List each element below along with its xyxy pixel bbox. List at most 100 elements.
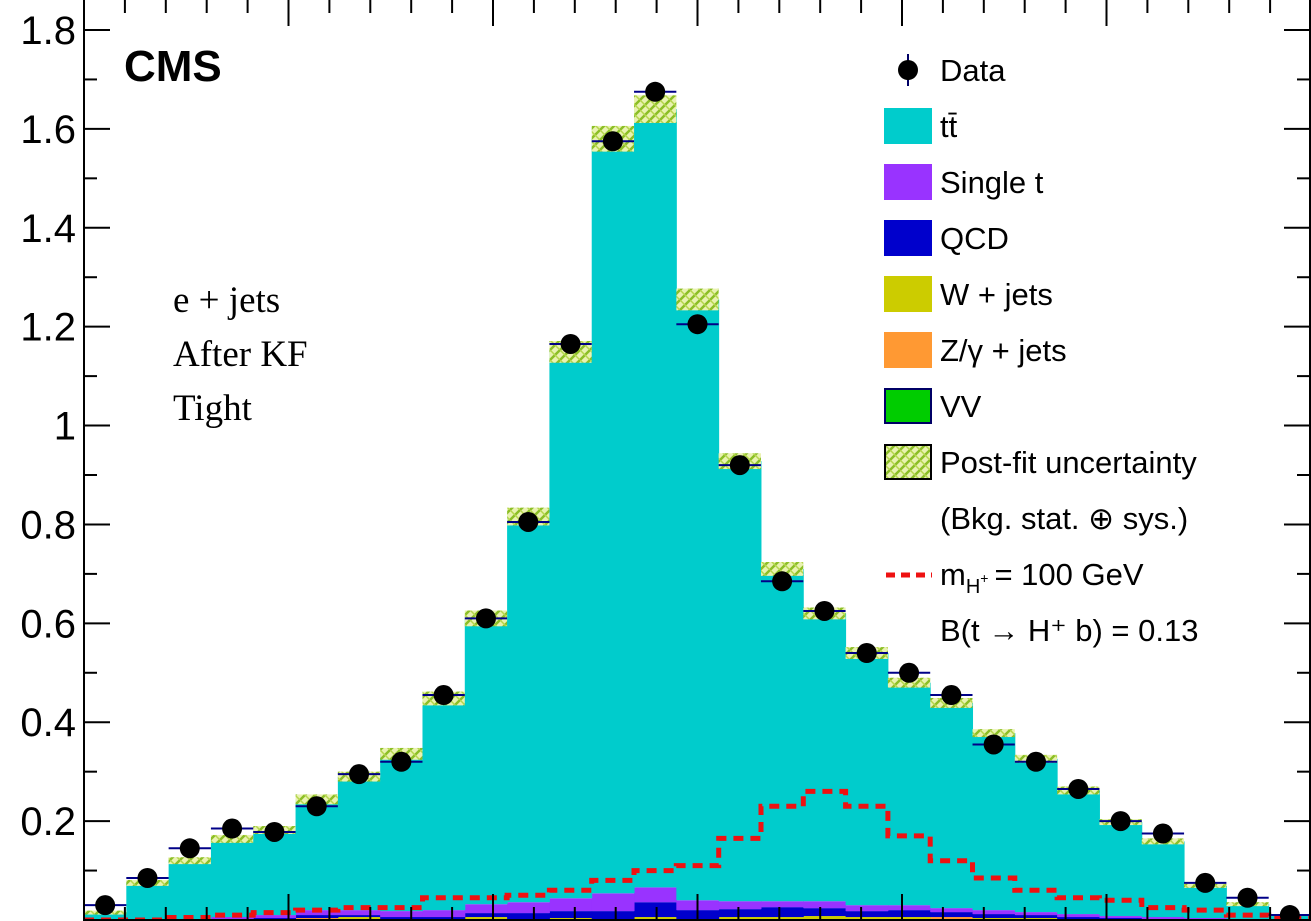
bar-tt--18 bbox=[845, 653, 889, 906]
legend-label-wjets: W + jets bbox=[940, 277, 1053, 312]
bar-qcd-23 bbox=[1057, 917, 1100, 920]
legend-label-signal-mass: mH+ = 100 GeV bbox=[940, 557, 1144, 598]
data-point-18 bbox=[856, 643, 877, 663]
bar-tt--23 bbox=[1057, 790, 1100, 915]
legend-swatch-ttbar bbox=[884, 108, 932, 144]
bar-qcd-12 bbox=[591, 911, 635, 920]
annotation-channel: e + jets bbox=[173, 280, 280, 321]
bar-w-jets-6 bbox=[337, 917, 381, 920]
bar-tt--17 bbox=[803, 613, 847, 902]
bar-qcd-16 bbox=[760, 907, 804, 918]
bar-qcd-10 bbox=[507, 913, 550, 920]
signal-line bbox=[84, 788, 1311, 921]
bar-tt--20 bbox=[930, 702, 974, 909]
bar-w-jets-16 bbox=[760, 917, 804, 920]
data-point-0 bbox=[95, 895, 116, 916]
bar-qcd-20 bbox=[930, 912, 974, 918]
data-point-5 bbox=[306, 796, 327, 817]
bar-tt--3 bbox=[210, 838, 254, 918]
legend-swatch-zjets bbox=[884, 332, 932, 368]
data-point-25 bbox=[1152, 823, 1173, 844]
bar-tt--5 bbox=[295, 799, 339, 911]
bar-qcd-9 bbox=[464, 913, 508, 918]
bar-single-t-7 bbox=[380, 911, 423, 918]
y-tick-label-1: 0.4 bbox=[20, 701, 76, 745]
bar-tt--13 bbox=[634, 109, 677, 888]
bar-z-jets-20 bbox=[930, 917, 974, 920]
legend-data-marker bbox=[898, 60, 918, 80]
data-point-28 bbox=[1279, 905, 1300, 921]
bar-w-jets-18 bbox=[845, 917, 889, 920]
bar-qcd-7 bbox=[380, 917, 423, 920]
bar-tt--11 bbox=[549, 351, 593, 899]
y-tick-label-7: 1.6 bbox=[20, 108, 76, 152]
bar-tt--2 bbox=[168, 860, 212, 920]
bar-tt--4 bbox=[253, 830, 297, 916]
data-point-10 bbox=[518, 511, 539, 532]
bar-single-t-23 bbox=[1057, 914, 1100, 918]
data-point-2 bbox=[179, 838, 200, 859]
y-tick-label-5: 1.2 bbox=[20, 306, 76, 350]
y-tick-label-3: 0.8 bbox=[20, 503, 76, 547]
legend-label-ttbar: tt̄ bbox=[940, 109, 958, 144]
bar-qcd-5 bbox=[295, 915, 339, 919]
data-point-14 bbox=[687, 314, 708, 335]
legend-label-data: Data bbox=[940, 53, 1006, 88]
bar-tt--21 bbox=[972, 733, 1016, 911]
bar-w-jets-17 bbox=[803, 916, 847, 920]
bar-tt--22 bbox=[1014, 758, 1058, 913]
y-tick-label-4: 1 bbox=[54, 405, 76, 449]
bar-tt--9 bbox=[464, 618, 508, 905]
bar-single-t-24 bbox=[1099, 916, 1143, 919]
data-point-26 bbox=[1195, 872, 1216, 893]
data-point-17 bbox=[814, 600, 835, 621]
legend: Data tt̄ Single t QCD W + jets Z/γ + jet… bbox=[884, 53, 1198, 648]
legend-swatch-qcd bbox=[884, 220, 932, 256]
bar-single-t-12 bbox=[591, 893, 635, 912]
bar-single-t-9 bbox=[464, 904, 508, 914]
data-point-24 bbox=[1110, 811, 1131, 832]
bar-tt--6 bbox=[337, 776, 381, 911]
bar-qcd-19 bbox=[887, 910, 931, 918]
bar-single-t-13 bbox=[634, 887, 677, 903]
legend-label-vv: VV bbox=[940, 389, 982, 424]
bar-qcd-17 bbox=[803, 908, 847, 917]
bar-single-t-8 bbox=[422, 910, 466, 918]
bar-tt--12 bbox=[591, 138, 635, 894]
bar-single-t-22 bbox=[1014, 912, 1058, 916]
bar-tt--16 bbox=[760, 568, 804, 902]
bar-tt--1 bbox=[126, 882, 170, 920]
bar-single-t-26 bbox=[1184, 918, 1227, 920]
bar-w-jets-13 bbox=[634, 917, 677, 920]
bar-tt--10 bbox=[507, 516, 550, 903]
legend-label-signal-br: B(t → H⁺ b) = 0.13 bbox=[940, 613, 1198, 648]
legend-label-qcd: QCD bbox=[940, 221, 1009, 256]
data-point-6 bbox=[349, 764, 370, 785]
data-point-1 bbox=[137, 867, 158, 888]
data-point-12 bbox=[602, 131, 623, 152]
bar-single-t-3 bbox=[210, 917, 254, 920]
data-point-3 bbox=[222, 818, 243, 839]
data-point-19 bbox=[899, 662, 920, 683]
y-tick-label-2: 0.6 bbox=[20, 602, 76, 646]
bar-w-jets-9 bbox=[464, 917, 508, 920]
data-point-20 bbox=[941, 685, 962, 706]
legend-swatch-single-t bbox=[884, 164, 932, 200]
annotation-selection: After KF bbox=[173, 334, 308, 375]
data-point-11 bbox=[560, 333, 581, 354]
bar-single-t-10 bbox=[507, 902, 550, 914]
bar-single-t-20 bbox=[930, 908, 974, 913]
experiment-label: CMS bbox=[124, 42, 222, 91]
axes: 0.2 0.4 0.6 0.8 1 1.2 1.4 1.6 1.8 bbox=[20, 0, 1311, 921]
stacked-bars bbox=[84, 109, 1311, 920]
legend-label-single-t: Single t bbox=[940, 165, 1044, 200]
bar-w-jets-15 bbox=[718, 917, 762, 920]
bar-single-t-16 bbox=[760, 901, 804, 908]
data-point-16 bbox=[772, 571, 793, 592]
bar-tt--15 bbox=[718, 461, 762, 902]
bar-single-t-25 bbox=[1141, 917, 1185, 920]
bar-tt--25 bbox=[1141, 841, 1185, 918]
data-point-23 bbox=[1068, 778, 1089, 799]
data-points bbox=[84, 81, 1311, 921]
data-point-4 bbox=[264, 821, 285, 842]
